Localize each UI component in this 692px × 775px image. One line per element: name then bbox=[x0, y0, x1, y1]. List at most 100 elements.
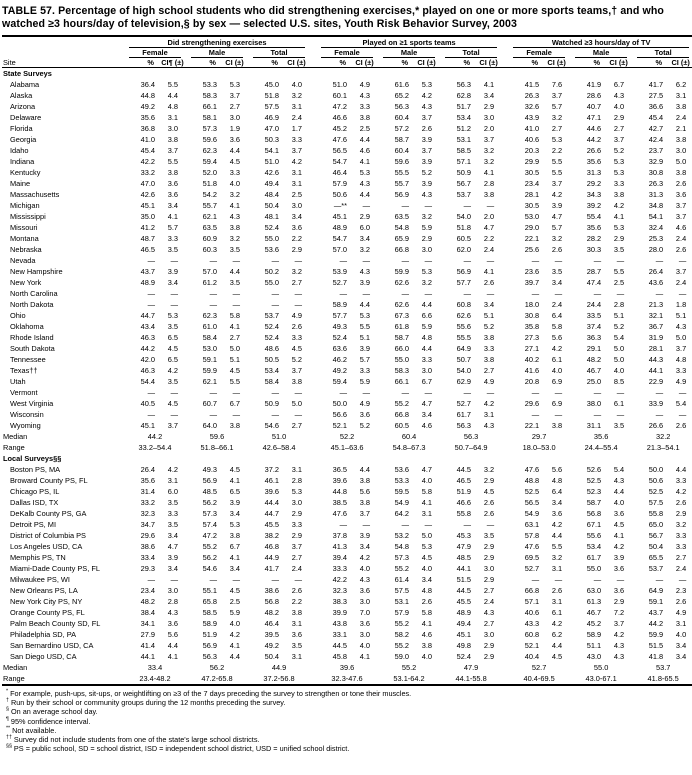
ci-value-cell: 4.1 bbox=[167, 652, 178, 661]
ci-value-cell: 3.3 bbox=[291, 135, 303, 144]
percent-value-cell: 51.9 bbox=[202, 630, 217, 639]
table-row: San Diego USD, CA 44.1 4.1 56.3 4.4 50.4 3.1 45… bbox=[2, 651, 692, 662]
percent-value-cell: 56.8 bbox=[264, 597, 279, 606]
site-cell: Florida bbox=[10, 124, 33, 133]
summary-value-cell: 44.2 bbox=[147, 432, 163, 441]
summary-value-cell: 52.2 bbox=[339, 432, 355, 441]
ci-value-cell: 5.3 bbox=[421, 267, 433, 276]
percent-value-cell: — bbox=[401, 520, 410, 529]
percent-value-cell: 31.1 bbox=[586, 421, 602, 430]
ci-value-cell: 3.6 bbox=[359, 410, 371, 419]
percent-value-cell: — bbox=[655, 410, 664, 419]
ci-value-cell: 3.8 bbox=[229, 223, 240, 232]
ci-value-cell: 3.0 bbox=[483, 113, 495, 122]
percent-value-cell: 48.8 bbox=[524, 476, 540, 485]
ci-value-cell: 3.0 bbox=[167, 124, 178, 133]
percent-value-cell: 57.5 bbox=[394, 586, 410, 595]
ci-value-cell: 4.7 bbox=[483, 223, 495, 232]
ci-value-cell: 4.7 bbox=[421, 465, 433, 474]
percent-value-cell: 63.0 bbox=[586, 586, 602, 595]
percent-value-cell: — bbox=[531, 410, 540, 419]
subheader-total: Total bbox=[632, 48, 692, 58]
ci-value-cell: 3.6 bbox=[167, 179, 178, 188]
site-cell: San Bernardino USD, CA bbox=[10, 641, 94, 650]
table-row: Michigan 45.1 3.4 55.7 4.1 50.4 3.0 —** — — — — — 30.… bbox=[2, 200, 692, 211]
ci-value-cell: 4.3 bbox=[421, 190, 433, 199]
ci-header: CI (±) bbox=[413, 58, 441, 68]
ci-value-cell: 6.5 bbox=[229, 487, 240, 496]
summary-value-cell: 50.7–64.9 bbox=[454, 443, 488, 452]
percent-value-cell: 29.6 bbox=[140, 531, 155, 540]
subheader-female: Female bbox=[508, 48, 570, 58]
percent-value-cell: 20.8 bbox=[524, 377, 540, 386]
ci-value-cell: — bbox=[170, 388, 178, 397]
ci-value-cell: 4.9 bbox=[675, 608, 687, 617]
ci-value-cell: 3.5 bbox=[291, 641, 303, 650]
percent-value-cell: 56.7 bbox=[648, 531, 664, 540]
percent-value-cell: 46.7 bbox=[586, 366, 602, 375]
percent-value-cell: 62.3 bbox=[202, 146, 217, 155]
percent-value-cell: 31.9 bbox=[648, 333, 664, 342]
table-row: Memphis PS, TN 33.4 3.9 56.2 4.1 44.9 2.7 39.4 4… bbox=[2, 552, 692, 563]
percent-value-cell: 54.7 bbox=[332, 234, 348, 243]
ci-value-cell: — bbox=[486, 520, 495, 529]
ci-value-cell: 3.8 bbox=[359, 476, 371, 485]
ci-value-cell: 4.5 bbox=[613, 520, 625, 529]
ci-value-cell: 3.7 bbox=[613, 135, 625, 144]
percent-value-cell: 52.5 bbox=[648, 487, 664, 496]
document-page: TABLE 57. Percentage of high school stud… bbox=[2, 5, 692, 753]
percent-value-cell: 44.8 bbox=[332, 487, 348, 496]
percent-value-cell: 48.1 bbox=[264, 212, 279, 221]
site-cell: Palm Beach County SD, FL bbox=[10, 619, 101, 628]
ci-value-cell: 3.6 bbox=[551, 509, 563, 518]
site-cell: Utah bbox=[10, 377, 26, 386]
table-row: Florida 36.8 3.0 57.3 1.9 47.0 1.7 45.2 2.5 57.2 2… bbox=[2, 123, 692, 134]
ci-value-cell: 3.8 bbox=[359, 498, 371, 507]
summary-label: Median bbox=[3, 432, 28, 441]
footnote: § On an average school day. bbox=[6, 706, 98, 717]
ci-value-cell: — bbox=[616, 256, 625, 265]
percent-value-cell: 58.9 bbox=[202, 619, 217, 628]
percent-value-cell: 41.0 bbox=[524, 124, 540, 133]
percent-value-cell: 22.9 bbox=[648, 377, 664, 386]
percent-value-cell: 58.3 bbox=[202, 91, 217, 100]
site-cell: Vermont bbox=[10, 388, 38, 397]
percent-value-cell: 56.2 bbox=[202, 553, 217, 562]
ci-value-cell: 4.2 bbox=[613, 630, 625, 639]
percent-value-cell: 53.6 bbox=[394, 465, 410, 474]
ci-value-cell: 4.0 bbox=[421, 652, 433, 661]
percent-value-cell: 46.4 bbox=[264, 619, 279, 628]
percent-value-cell: — bbox=[463, 388, 472, 397]
ci-value-cell: 3.3 bbox=[421, 355, 433, 364]
ci-value-cell: 6.5 bbox=[167, 333, 178, 342]
percent-value-cell: 52.4 bbox=[264, 333, 279, 342]
percent-value-cell: 50.7 bbox=[456, 355, 472, 364]
ci-value-cell: 3.1 bbox=[291, 102, 303, 111]
ci-value-cell: 3.8 bbox=[483, 190, 495, 199]
ci-value-cell: 2.5 bbox=[359, 124, 371, 133]
percent-value-cell: 43.7 bbox=[648, 608, 664, 617]
percent-value-cell: 47.6 bbox=[332, 509, 348, 518]
percent-value-cell: 44.5 bbox=[456, 586, 472, 595]
percent-value-cell: 58.7 bbox=[394, 333, 410, 342]
ci-value-cell: 3.9 bbox=[551, 201, 563, 210]
ci-value-cell: 4.3 bbox=[359, 575, 371, 584]
percent-value-cell: 48.2 bbox=[586, 355, 602, 364]
ci-value-cell: — bbox=[554, 256, 563, 265]
footnote: ¶ 95% confidence interval. bbox=[6, 716, 91, 726]
percent-value-cell: 42.0 bbox=[140, 355, 155, 364]
site-cell: New York City PS, NY bbox=[10, 597, 83, 606]
percent-value-cell: 32.4 bbox=[648, 223, 664, 232]
ci-value-cell: — bbox=[294, 300, 303, 309]
ci-value-cell: 6.4 bbox=[551, 487, 563, 496]
site-cell: Milwaukee PS, WI bbox=[10, 575, 70, 584]
percent-value-cell: 65.2 bbox=[394, 91, 410, 100]
ci-value-cell: 3.7 bbox=[613, 619, 625, 628]
percent-value-cell: 54.8 bbox=[394, 223, 410, 232]
percent-value-cell: 21.3 bbox=[648, 300, 664, 309]
percent-value-cell: 57.1 bbox=[524, 597, 540, 606]
ci-value-cell: — bbox=[554, 410, 563, 419]
ci-value-cell: 3.3 bbox=[675, 476, 687, 485]
percent-value-cell: 28.2 bbox=[586, 234, 602, 243]
ci-value-cell: 3.6 bbox=[229, 135, 240, 144]
